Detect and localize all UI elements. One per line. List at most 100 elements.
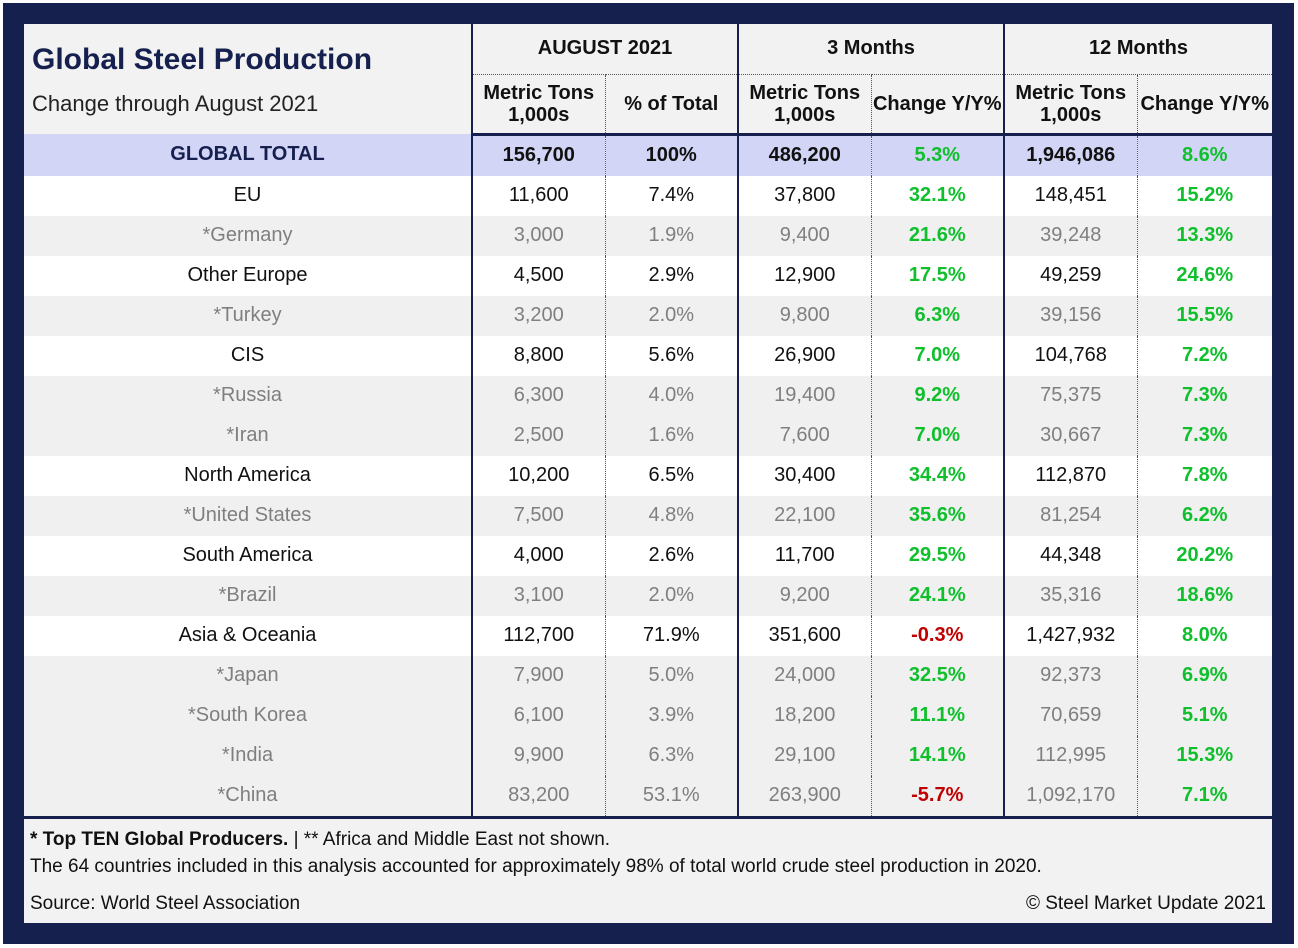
twelve-month-change-cell: 6.9% xyxy=(1136,655,1272,696)
aug-metric-tons-cell: 11,600 xyxy=(471,175,605,216)
three-month-tons-cell: 9,400 xyxy=(737,215,871,256)
row-name-cell: South America xyxy=(24,535,472,576)
three-month-tons-cell: 26,900 xyxy=(737,335,871,376)
table-row: EU 11,600 7.4% 37,800 32.1% 148,451 15.2% xyxy=(24,175,1272,216)
three-month-tons-cell: 24,000 xyxy=(737,655,871,696)
steel-production-table-panel: Global Steel Production Change through A… xyxy=(24,24,1272,923)
col-header-3m-metric-tons: Metric Tons 1,000s xyxy=(737,74,871,136)
aug-metric-tons-cell: 8,800 xyxy=(471,335,605,376)
three-month-change-cell: 32.1% xyxy=(870,175,1004,216)
row-name-cell: *Russia xyxy=(24,375,472,416)
pct-total-cell: 1.9% xyxy=(604,215,738,256)
twelve-month-change-cell: 7.1% xyxy=(1136,775,1272,816)
three-month-change-cell: 14.1% xyxy=(870,735,1004,776)
aug-metric-tons-cell: 3,100 xyxy=(471,575,605,616)
table-row: *Brazil 3,100 2.0% 9,200 24.1% 35,316 18.6% xyxy=(24,575,1272,616)
three-month-tons-cell: 11,700 xyxy=(737,535,871,576)
table-row: *India 9,900 6.3% 29,100 14.1% 112,995 15.3% xyxy=(24,735,1272,776)
twelve-month-tons-cell: 39,156 xyxy=(1003,295,1137,336)
three-month-tons-cell: 9,200 xyxy=(737,575,871,616)
aug-metric-tons-cell: 7,500 xyxy=(471,495,605,536)
pct-total-cell: 5.6% xyxy=(604,335,738,376)
pct-total-cell: 1.6% xyxy=(604,415,738,456)
row-name-cell: *South Korea xyxy=(24,695,472,736)
steel-production-table: Global Steel Production Change through A… xyxy=(24,24,1272,816)
three-month-tons-cell: 12,900 xyxy=(737,255,871,296)
row-name-cell: *Brazil xyxy=(24,575,472,616)
group-header-august: AUGUST 2021 xyxy=(471,24,738,75)
pct-total-cell: 2.9% xyxy=(604,255,738,296)
three-month-change-cell: 11.1% xyxy=(870,695,1004,736)
table-row: *South Korea 6,100 3.9% 18,200 11.1% 70,659 5.… xyxy=(24,695,1272,736)
aug-metric-tons-cell: 3,200 xyxy=(471,295,605,336)
twelve-month-tons-cell: 30,667 xyxy=(1003,415,1137,456)
pct-total-cell: 4.0% xyxy=(604,375,738,416)
aug-metric-tons-cell: 156,700 xyxy=(471,134,605,176)
aug-metric-tons-cell: 10,200 xyxy=(471,455,605,496)
col-header-12m-change: Change Y/Y% xyxy=(1136,74,1272,136)
three-month-tons-cell: 263,900 xyxy=(737,775,871,816)
twelve-month-change-cell: 15.2% xyxy=(1136,175,1272,216)
row-name-cell: CIS xyxy=(24,335,472,376)
three-month-tons-cell: 7,600 xyxy=(737,415,871,456)
pct-total-cell: 3.9% xyxy=(604,695,738,736)
table-row: *Russia 6,300 4.0% 19,400 9.2% 75,375 7.3% xyxy=(24,375,1272,416)
col-header-12m-metric-tons: Metric Tons 1,000s xyxy=(1003,74,1137,136)
table-row: GLOBAL TOTAL 156,700 100% 486,200 5.3% 1,946,… xyxy=(24,134,1272,176)
three-month-change-cell: 24.1% xyxy=(870,575,1004,616)
twelve-month-change-cell: 7.3% xyxy=(1136,415,1272,456)
three-month-tons-cell: 19,400 xyxy=(737,375,871,416)
twelve-month-change-cell: 8.6% xyxy=(1136,134,1272,176)
three-month-change-cell: -0.3% xyxy=(870,615,1004,656)
col-header-pct-total: % of Total xyxy=(604,74,738,136)
pct-total-cell: 53.1% xyxy=(604,775,738,816)
twelve-month-tons-cell: 35,316 xyxy=(1003,575,1137,616)
aug-metric-tons-cell: 83,200 xyxy=(471,775,605,816)
aug-metric-tons-cell: 4,500 xyxy=(471,255,605,296)
twelve-month-tons-cell: 148,451 xyxy=(1003,175,1137,216)
header-title-cell: Global Steel Production Change through A… xyxy=(24,24,472,134)
table-row: *China 83,200 53.1% 263,900 -5.7% 1,092,170 7.… xyxy=(24,775,1272,816)
footnote-top-producers: * Top TEN Global Producers. | ** Africa … xyxy=(30,829,611,850)
aug-metric-tons-cell: 4,000 xyxy=(471,535,605,576)
three-month-tons-cell: 30,400 xyxy=(737,455,871,496)
table-row: North America 10,200 6.5% 30,400 34.4% 112,87… xyxy=(24,455,1272,496)
three-month-tons-cell: 18,200 xyxy=(737,695,871,736)
row-name-cell: *Iran xyxy=(24,415,472,456)
twelve-month-tons-cell: 39,248 xyxy=(1003,215,1137,256)
pct-total-cell: 100% xyxy=(604,134,738,176)
col-header-aug-metric-tons: Metric Tons 1,000s xyxy=(471,74,605,136)
row-name-cell: GLOBAL TOTAL xyxy=(24,134,472,176)
group-header-12-months: 12 Months xyxy=(1003,24,1272,75)
twelve-month-change-cell: 6.2% xyxy=(1136,495,1272,536)
table-row: *Turkey 3,200 2.0% 9,800 6.3% 39,156 15.5% xyxy=(24,295,1272,336)
row-name-cell: *India xyxy=(24,735,472,776)
twelve-month-tons-cell: 112,995 xyxy=(1003,735,1137,776)
row-name-cell: *Germany xyxy=(24,215,472,256)
three-month-tons-cell: 37,800 xyxy=(737,175,871,216)
three-month-tons-cell: 486,200 xyxy=(737,134,871,176)
table-row: *Japan 7,900 5.0% 24,000 32.5% 92,373 6.9% xyxy=(24,655,1272,696)
three-month-tons-cell: 29,100 xyxy=(737,735,871,776)
group-header-3-months: 3 Months xyxy=(737,24,1004,75)
aug-metric-tons-cell: 7,900 xyxy=(471,655,605,696)
twelve-month-tons-cell: 112,870 xyxy=(1003,455,1137,496)
aug-metric-tons-cell: 3,000 xyxy=(471,215,605,256)
footnote-coverage: The 64 countries included in this analys… xyxy=(30,856,1042,877)
pct-total-cell: 2.6% xyxy=(604,535,738,576)
pct-total-cell: 6.3% xyxy=(604,735,738,776)
pct-total-cell: 5.0% xyxy=(604,655,738,696)
table-row: South America 4,000 2.6% 11,700 29.5% 44,348 2… xyxy=(24,535,1272,576)
twelve-month-tons-cell: 49,259 xyxy=(1003,255,1137,296)
twelve-month-change-cell: 13.3% xyxy=(1136,215,1272,256)
row-name-cell: *China xyxy=(24,775,472,816)
footer: * Top TEN Global Producers. | ** Africa … xyxy=(24,816,1272,923)
twelve-month-tons-cell: 1,092,170 xyxy=(1003,775,1137,816)
twelve-month-change-cell: 5.1% xyxy=(1136,695,1272,736)
page-title: Global Steel Production xyxy=(32,43,373,76)
three-month-change-cell: 9.2% xyxy=(870,375,1004,416)
twelve-month-tons-cell: 1,946,086 xyxy=(1003,134,1137,176)
pct-total-cell: 7.4% xyxy=(604,175,738,216)
twelve-month-tons-cell: 104,768 xyxy=(1003,335,1137,376)
row-name-cell: *United States xyxy=(24,495,472,536)
